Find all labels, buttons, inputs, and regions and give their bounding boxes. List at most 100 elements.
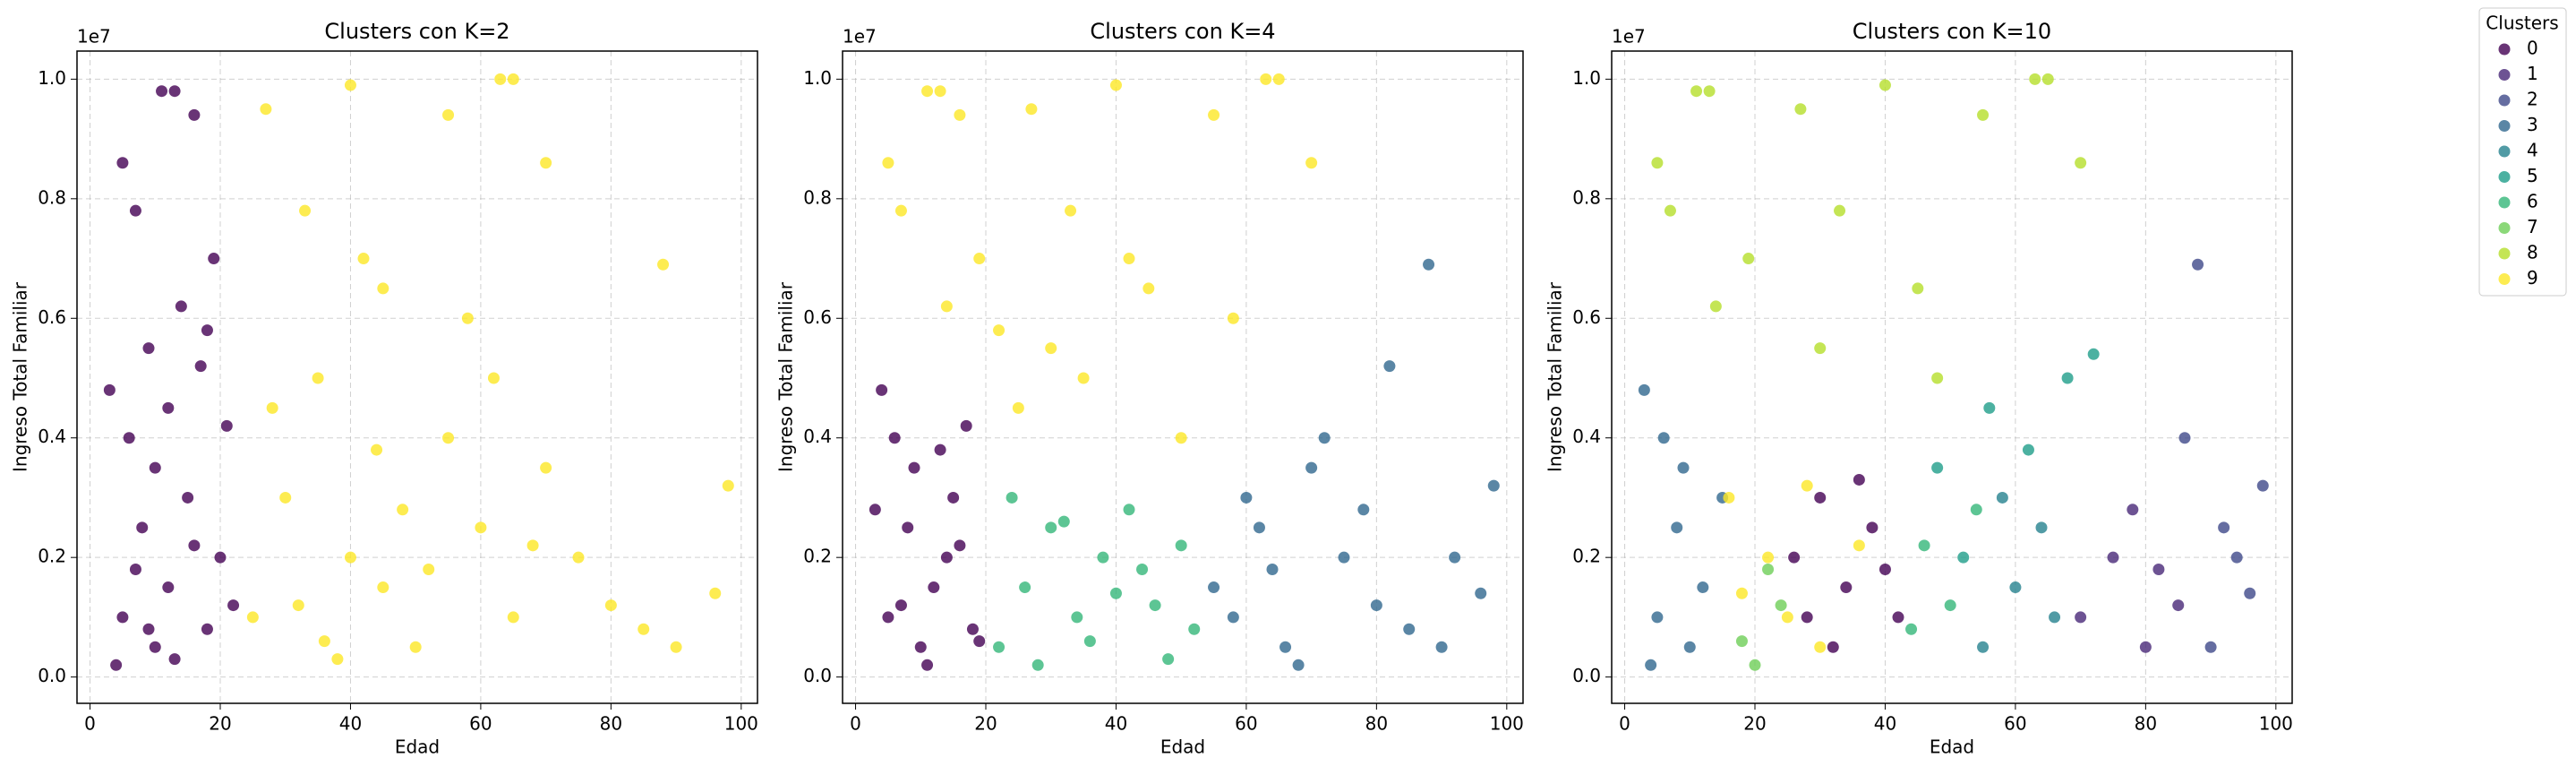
- point: [1735, 635, 1748, 648]
- legend-frame: [2478, 7, 2567, 297]
- point: [162, 581, 175, 594]
- x-tick-label: 40: [339, 713, 362, 735]
- point: [1188, 623, 1201, 635]
- point: [928, 581, 940, 594]
- y-tick-label: 0.6: [38, 306, 66, 328]
- point: [2256, 479, 2269, 492]
- point: [1749, 659, 1761, 671]
- axes-frame: [842, 50, 1524, 704]
- point: [540, 157, 552, 169]
- x-axis-label: Edad: [1930, 736, 1974, 758]
- point: [1253, 521, 1265, 534]
- legend-title: Clusters: [2486, 13, 2558, 34]
- point: [1208, 581, 1220, 594]
- point: [960, 419, 972, 432]
- point: [1970, 504, 1982, 516]
- point: [1383, 360, 1396, 373]
- point: [507, 73, 519, 85]
- x-tick-label: 80: [1365, 713, 1388, 735]
- point: [1723, 491, 1735, 504]
- point: [934, 443, 946, 456]
- point: [1931, 372, 1944, 384]
- point: [1840, 581, 1853, 594]
- point: [2127, 504, 2139, 516]
- point: [657, 258, 670, 271]
- point: [1449, 551, 1461, 564]
- point: [1703, 85, 1716, 98]
- point: [377, 581, 389, 594]
- point: [1208, 108, 1220, 121]
- point: [1077, 372, 1090, 384]
- point: [1735, 587, 1748, 599]
- point: [1305, 157, 1318, 169]
- point: [670, 641, 682, 653]
- point: [1638, 383, 1650, 396]
- point: [475, 521, 487, 534]
- point: [1338, 551, 1350, 564]
- point: [2107, 551, 2119, 564]
- point: [894, 599, 907, 612]
- point: [934, 85, 946, 98]
- legend-marker: [2498, 145, 2511, 158]
- point: [2075, 611, 2087, 624]
- point: [344, 79, 356, 91]
- x-tick-label: 20: [1743, 713, 1766, 735]
- point: [1892, 611, 1904, 624]
- point: [1475, 587, 1487, 599]
- legend: Clusters 0 1 2 3 4 5 6 7 8 9: [2478, 7, 2567, 297]
- point: [2029, 73, 2041, 85]
- point: [2178, 432, 2191, 444]
- point: [1827, 641, 1839, 653]
- point: [1996, 491, 2008, 504]
- point: [940, 551, 953, 564]
- point: [973, 253, 986, 265]
- x-tick-label: 100: [1490, 713, 1524, 735]
- point: [993, 641, 1006, 653]
- point: [1866, 521, 1879, 534]
- point: [1292, 659, 1305, 671]
- point: [2218, 521, 2230, 534]
- axis-offset-label: 1e7: [77, 26, 111, 47]
- point: [954, 108, 966, 121]
- axis-offset-label: 1e7: [843, 26, 877, 47]
- point: [136, 521, 149, 534]
- y-axis-label: Ingreso Total Familiar: [1545, 281, 1566, 472]
- point: [2172, 599, 2185, 612]
- point: [1905, 623, 1918, 635]
- point: [1487, 479, 1500, 492]
- y-tick-label: 1.0: [1572, 67, 1601, 89]
- point: [2152, 564, 2165, 576]
- point: [876, 383, 888, 396]
- point: [1664, 204, 1676, 217]
- point: [940, 300, 953, 313]
- point: [2244, 587, 2256, 599]
- legend-label: 5: [2527, 165, 2538, 186]
- point: [1853, 473, 1865, 486]
- x-tick-label: 20: [209, 713, 231, 735]
- point: [1651, 611, 1664, 624]
- y-tick-label: 0.4: [803, 426, 832, 447]
- point: [1083, 635, 1096, 648]
- point: [572, 551, 585, 564]
- y-tick-label: 0.2: [1572, 546, 1601, 567]
- point: [2041, 73, 2054, 85]
- point: [175, 300, 187, 313]
- point: [344, 551, 356, 564]
- point: [1162, 653, 1175, 666]
- point: [973, 635, 986, 648]
- point: [1977, 108, 1990, 121]
- point: [526, 539, 539, 552]
- point: [1794, 103, 1807, 116]
- point: [1045, 521, 1057, 534]
- point: [1957, 551, 1970, 564]
- x-tick-label: 40: [1874, 713, 1896, 735]
- y-tick-label: 0.4: [1572, 426, 1601, 447]
- point: [1879, 79, 1891, 91]
- legend-marker: [2498, 247, 2511, 260]
- point: [2049, 611, 2061, 624]
- point: [2230, 551, 2243, 564]
- y-tick-label: 0.6: [1572, 306, 1601, 328]
- point: [208, 253, 220, 265]
- point: [1801, 479, 1813, 492]
- y-tick-label: 1.0: [38, 67, 66, 89]
